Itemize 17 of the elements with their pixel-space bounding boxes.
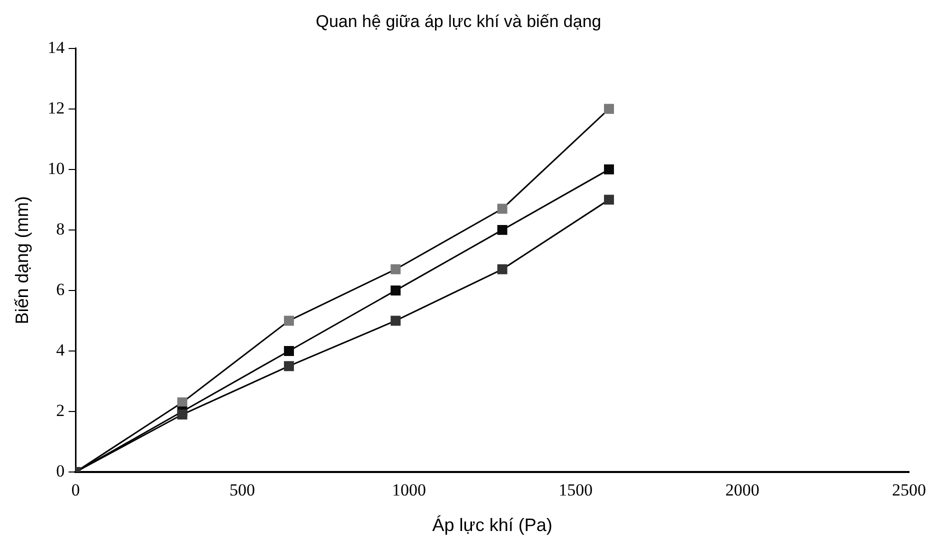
y-tick-label: 10 <box>48 158 65 178</box>
x-tick-label: 2000 <box>725 480 760 500</box>
y-tick-label: 6 <box>56 280 65 299</box>
x-axis-title: Áp lực khí (Pa) <box>432 515 552 536</box>
y-tick-label: 8 <box>56 219 65 238</box>
y-tick-label: 2 <box>56 400 65 420</box>
x-tick-label: 1500 <box>558 480 593 500</box>
x-tick-label: 2500 <box>892 480 926 500</box>
y-axis-title: Biến dạng (mm) <box>12 196 32 324</box>
y-tick-label: 0 <box>56 461 65 480</box>
y-tick-label: 4 <box>56 340 66 360</box>
y-tick-label: 12 <box>48 98 65 118</box>
y-tick-label: 14 <box>48 38 66 57</box>
x-tick-label: 500 <box>230 480 256 500</box>
x-tick-label: 0 <box>71 480 80 500</box>
x-tick-label: 1000 <box>392 480 426 500</box>
chart-title: Quan hệ giữa áp lực khí và biến dạng <box>316 12 602 31</box>
